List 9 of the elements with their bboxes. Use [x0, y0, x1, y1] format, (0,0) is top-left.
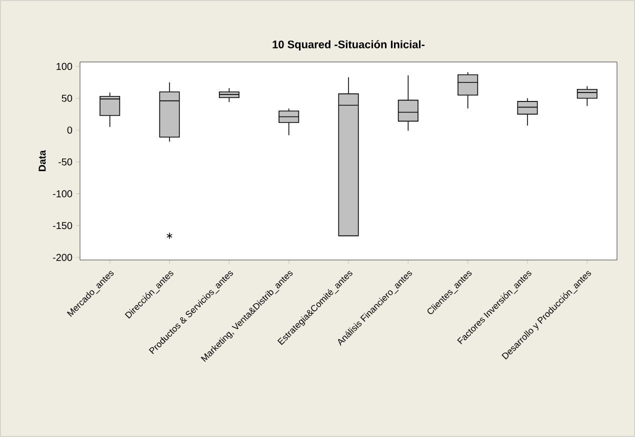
- y-tick-label: 100: [56, 62, 72, 70]
- y-tick-label: 50: [62, 94, 72, 102]
- y-tick-label: -100: [52, 190, 72, 198]
- y-tick-label: 0: [67, 126, 72, 134]
- chart-title: 10 Squared -Situación Inicial-: [272, 40, 424, 50]
- y-tick-label: -200: [52, 254, 72, 261]
- y-tick-label: -50: [58, 158, 72, 166]
- y-axis-title: Data: [38, 150, 46, 172]
- y-tick-label: -150: [52, 222, 72, 230]
